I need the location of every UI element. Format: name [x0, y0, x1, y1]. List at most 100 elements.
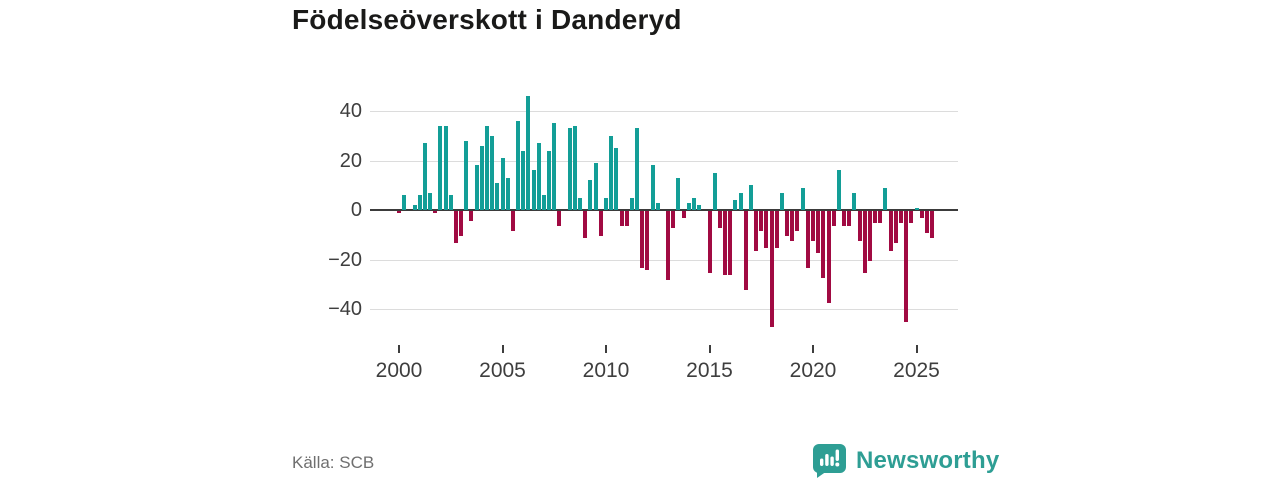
x-axis-label: 2015	[686, 359, 733, 382]
bar	[635, 128, 640, 210]
bar	[459, 211, 464, 236]
bar	[893, 211, 898, 244]
bar	[811, 211, 815, 241]
bar	[779, 192, 784, 210]
bar	[402, 195, 407, 210]
bar	[697, 205, 702, 210]
bar	[857, 211, 862, 241]
bar	[526, 96, 531, 210]
newsworthy-icon	[812, 443, 847, 479]
bar	[826, 211, 831, 303]
bar	[510, 211, 515, 231]
bar	[816, 211, 821, 254]
bar	[707, 211, 712, 273]
bar	[759, 211, 764, 231]
bar	[479, 145, 484, 210]
bar	[609, 135, 614, 210]
bar	[785, 211, 790, 236]
bar	[640, 211, 645, 268]
x-axis-tick	[398, 345, 400, 353]
bar	[712, 172, 717, 210]
bar	[464, 140, 469, 210]
bar	[821, 211, 826, 278]
bar	[567, 128, 572, 210]
x-axis-tick	[708, 345, 711, 353]
brand-logo: Newsworthy	[812, 443, 999, 479]
bar	[924, 211, 929, 234]
bar	[645, 211, 650, 271]
bar	[728, 211, 733, 276]
bar	[909, 211, 914, 224]
bar	[604, 197, 608, 210]
bar	[417, 195, 422, 210]
bar	[769, 211, 774, 328]
bar	[505, 177, 510, 210]
bar	[790, 211, 795, 241]
x-axis-label: 2010	[582, 359, 630, 382]
bar	[883, 187, 888, 210]
bar	[453, 211, 458, 244]
y-axis-label: 40	[339, 100, 362, 122]
bar	[448, 195, 453, 210]
bar	[422, 143, 427, 210]
y-axis-label: 0	[350, 199, 362, 221]
bar	[516, 120, 521, 210]
bar	[733, 200, 738, 210]
bar	[919, 211, 924, 219]
bar	[676, 177, 681, 210]
bar	[397, 211, 401, 214]
bar	[754, 211, 759, 251]
bar	[428, 192, 433, 210]
bar	[867, 211, 872, 261]
bar	[686, 202, 691, 210]
bar	[888, 211, 893, 251]
bar	[836, 170, 841, 210]
y-axis-label: 20	[339, 149, 362, 172]
bar	[738, 192, 743, 210]
gridline	[370, 309, 958, 310]
bar	[583, 211, 588, 239]
bar	[443, 125, 448, 210]
bar	[557, 211, 562, 226]
bar	[878, 211, 883, 224]
bar	[474, 165, 479, 210]
bar	[469, 211, 474, 221]
bar	[433, 211, 438, 214]
bar	[541, 195, 546, 210]
bar	[619, 211, 624, 226]
plot-area: 40 20 0 −20 −40 2000 2005 2010 2015 2020 2025	[328, 85, 958, 382]
x-axis-label: 2025	[893, 359, 940, 382]
bar	[847, 211, 852, 226]
bar	[842, 211, 847, 226]
x-axis-tick	[501, 345, 504, 353]
bar	[490, 135, 495, 210]
gridline	[370, 259, 958, 261]
bar	[650, 165, 655, 210]
bar	[898, 211, 903, 224]
bar	[914, 207, 919, 210]
y-axis-label: −20	[328, 248, 362, 271]
bar	[852, 192, 857, 210]
x-axis-tick	[605, 345, 607, 353]
bar	[723, 211, 728, 276]
bar	[800, 187, 805, 210]
zero-axis-line	[370, 209, 958, 211]
bar	[717, 211, 722, 229]
bar	[930, 211, 935, 239]
bar	[774, 211, 779, 249]
source-note: Källa: SCB	[292, 453, 375, 472]
bar	[593, 162, 598, 210]
bar	[748, 185, 753, 210]
x-axis-label: 2005	[479, 359, 526, 382]
bar	[500, 158, 505, 210]
bar	[484, 125, 489, 210]
bar	[614, 148, 619, 210]
brand-name: Newsworthy	[856, 447, 1000, 474]
bar	[764, 211, 769, 249]
bar	[495, 182, 500, 210]
bar	[655, 202, 660, 210]
bar	[572, 125, 577, 210]
bar	[873, 211, 878, 224]
bar	[671, 211, 676, 229]
